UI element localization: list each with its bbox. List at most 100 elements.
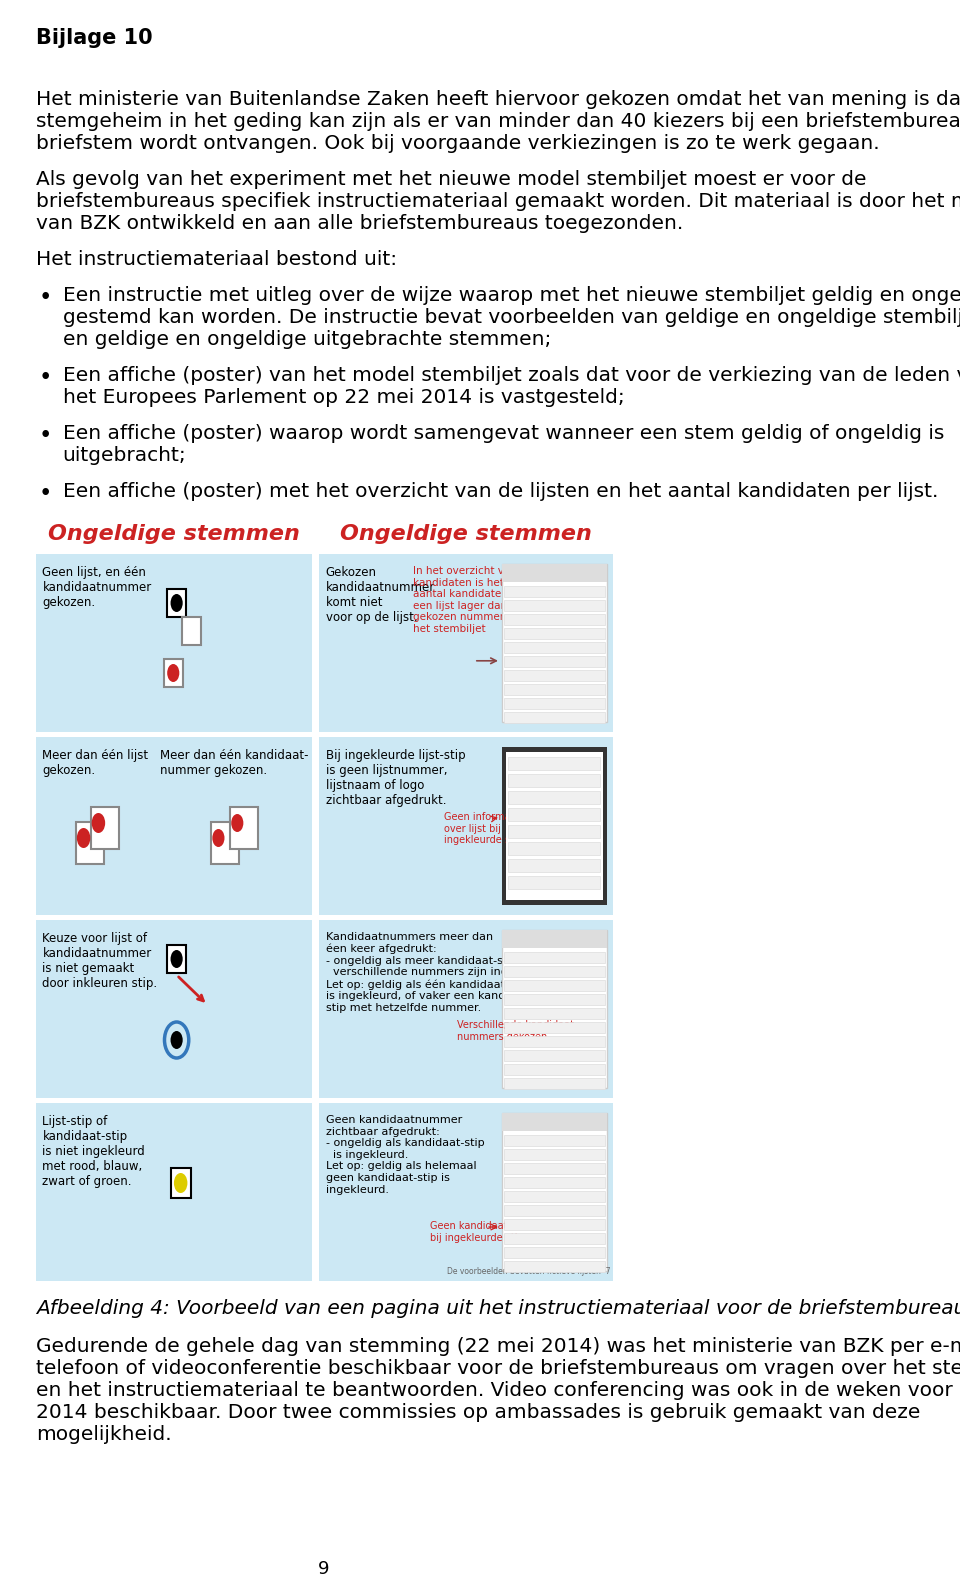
FancyBboxPatch shape bbox=[36, 920, 312, 1098]
FancyBboxPatch shape bbox=[502, 563, 607, 582]
FancyBboxPatch shape bbox=[211, 823, 239, 864]
Text: Stembiljet: Stembiljet bbox=[506, 566, 545, 574]
Circle shape bbox=[174, 1173, 187, 1193]
Text: 2014 beschikbaar. Door twee commissies op ambassades is gebruik gemaakt van deze: 2014 beschikbaar. Door twee commissies o… bbox=[36, 1403, 920, 1422]
Text: Een affiche (poster) met het overzicht van de lijsten en het aantal kandidaten p: Een affiche (poster) met het overzicht v… bbox=[62, 482, 938, 501]
Text: stemgeheim in het geding kan zijn als er van minder dan 40 kiezers bij een brief: stemgeheim in het geding kan zijn als er… bbox=[36, 111, 960, 130]
Text: Stembiljet: Stembiljet bbox=[506, 932, 545, 940]
FancyBboxPatch shape bbox=[504, 966, 605, 977]
Circle shape bbox=[167, 663, 180, 683]
FancyBboxPatch shape bbox=[508, 808, 600, 821]
FancyBboxPatch shape bbox=[508, 842, 600, 854]
FancyBboxPatch shape bbox=[76, 823, 105, 864]
FancyBboxPatch shape bbox=[502, 931, 607, 1088]
FancyBboxPatch shape bbox=[91, 807, 119, 850]
Text: Ongeldige stemmen: Ongeldige stemmen bbox=[340, 523, 592, 544]
FancyBboxPatch shape bbox=[502, 563, 607, 722]
FancyBboxPatch shape bbox=[36, 737, 312, 915]
FancyBboxPatch shape bbox=[504, 614, 605, 625]
Circle shape bbox=[212, 829, 225, 846]
Text: het Europees Parlement op 22 mei 2014 is vastgesteld;: het Europees Parlement op 22 mei 2014 is… bbox=[62, 388, 624, 407]
Text: Geen informatie
over lijst bij
ingekleurde stip: Geen informatie over lijst bij ingekleur… bbox=[444, 811, 522, 845]
Text: briefstembureaus specifiek instructiemateriaal gemaakt worden. Dit materiaal is : briefstembureaus specifiek instructiemat… bbox=[36, 193, 960, 212]
Text: Als gevolg van het experiment met het nieuwe model stembiljet moest er voor de: Als gevolg van het experiment met het ni… bbox=[36, 170, 866, 189]
Text: Lijst-stip of
kandidaat-stip
is niet ingekleurd
met rood, blauw,
zwart of groen.: Lijst-stip of kandidaat-stip is niet ing… bbox=[42, 1115, 145, 1188]
FancyBboxPatch shape bbox=[504, 1219, 605, 1230]
Text: en het instructiemateriaal te beantwoorden. Video conferencing was ook in de wek: en het instructiemateriaal te beantwoord… bbox=[36, 1381, 960, 1400]
FancyBboxPatch shape bbox=[319, 554, 613, 732]
Text: Gedurende de gehele dag van stemming (22 mei 2014) was het ministerie van BZK pe: Gedurende de gehele dag van stemming (22… bbox=[36, 1336, 960, 1356]
FancyBboxPatch shape bbox=[504, 1247, 605, 1258]
FancyBboxPatch shape bbox=[504, 1064, 605, 1076]
FancyBboxPatch shape bbox=[319, 920, 613, 1098]
FancyBboxPatch shape bbox=[182, 617, 201, 644]
Text: uitgebracht;: uitgebracht; bbox=[62, 445, 186, 465]
FancyBboxPatch shape bbox=[504, 585, 605, 597]
FancyBboxPatch shape bbox=[508, 859, 600, 872]
FancyBboxPatch shape bbox=[502, 1114, 607, 1271]
FancyBboxPatch shape bbox=[504, 698, 605, 710]
Text: telefoon of videoconferentie beschikbaar voor de briefstembureaus om vragen over: telefoon of videoconferentie beschikbaar… bbox=[36, 1359, 960, 1378]
FancyBboxPatch shape bbox=[508, 773, 600, 788]
FancyBboxPatch shape bbox=[167, 589, 186, 617]
FancyBboxPatch shape bbox=[167, 945, 186, 974]
FancyBboxPatch shape bbox=[504, 994, 605, 1006]
Circle shape bbox=[92, 813, 106, 834]
FancyBboxPatch shape bbox=[508, 757, 600, 770]
FancyBboxPatch shape bbox=[504, 1050, 605, 1061]
FancyBboxPatch shape bbox=[508, 791, 600, 803]
FancyBboxPatch shape bbox=[504, 1262, 605, 1271]
Text: Gekozen
kandidaatnummer
komt niet
voor op de lijst.: Gekozen kandidaatnummer komt niet voor o… bbox=[325, 566, 435, 624]
Text: Kandidaatnummers meer dan
éen keer afgedrukt:
- ongeldig als meer kandidaat-stip: Kandidaatnummers meer dan éen keer afged… bbox=[325, 932, 564, 1013]
Text: De voorbeelden bevatten fictieve lijsten  7: De voorbeelden bevatten fictieve lijsten… bbox=[446, 1266, 611, 1276]
FancyBboxPatch shape bbox=[171, 1168, 191, 1198]
FancyBboxPatch shape bbox=[504, 1163, 605, 1174]
FancyBboxPatch shape bbox=[504, 1009, 605, 1018]
FancyBboxPatch shape bbox=[504, 951, 605, 963]
FancyBboxPatch shape bbox=[502, 1114, 607, 1131]
FancyBboxPatch shape bbox=[504, 1204, 605, 1216]
FancyBboxPatch shape bbox=[502, 931, 607, 948]
FancyBboxPatch shape bbox=[229, 807, 258, 850]
Text: Bij ingekleurde lijst-stip
is geen lijstnummer,
lijstnaam of logo
zichtbaar afge: Bij ingekleurde lijst-stip is geen lijst… bbox=[325, 749, 466, 807]
Text: Verschillende kandidaat-
nummers gekozen: Verschillende kandidaat- nummers gekozen bbox=[457, 1020, 578, 1042]
FancyBboxPatch shape bbox=[319, 737, 613, 915]
Text: Stembiljet: Stembiljet bbox=[506, 1115, 545, 1123]
FancyBboxPatch shape bbox=[502, 748, 607, 905]
Text: •: • bbox=[39, 286, 53, 309]
Text: Een affiche (poster) van het model stembiljet zoals dat voor de verkiezing van d: Een affiche (poster) van het model stemb… bbox=[62, 366, 960, 385]
FancyBboxPatch shape bbox=[504, 1036, 605, 1047]
FancyBboxPatch shape bbox=[504, 1177, 605, 1188]
Text: Een instructie met uitleg over de wijze waarop met het nieuwe stembiljet geldig : Een instructie met uitleg over de wijze … bbox=[62, 286, 960, 305]
Text: Geen lijst, en één
kandidaatnummer
gekozen.: Geen lijst, en één kandidaatnummer gekoz… bbox=[42, 566, 152, 609]
Circle shape bbox=[164, 1021, 189, 1058]
FancyBboxPatch shape bbox=[504, 1079, 605, 1088]
Text: •: • bbox=[39, 482, 53, 504]
Text: Meer dan één lijst
gekozen.: Meer dan één lijst gekozen. bbox=[42, 749, 149, 776]
Text: •: • bbox=[39, 366, 53, 390]
Circle shape bbox=[171, 950, 182, 967]
Text: •: • bbox=[39, 423, 53, 447]
FancyBboxPatch shape bbox=[504, 1021, 605, 1033]
FancyBboxPatch shape bbox=[508, 826, 600, 838]
Text: briefstem wordt ontvangen. Ook bij voorgaande verkiezingen is zo te werk gegaan.: briefstem wordt ontvangen. Ook bij voorg… bbox=[36, 134, 879, 153]
Text: Het instructiemateriaal bestond uit:: Het instructiemateriaal bestond uit: bbox=[36, 250, 396, 269]
FancyBboxPatch shape bbox=[504, 670, 605, 681]
FancyBboxPatch shape bbox=[508, 877, 600, 889]
FancyBboxPatch shape bbox=[504, 1192, 605, 1201]
Text: Afbeelding 4: Voorbeeld van een pagina uit het instructiemateriaal voor de brief: Afbeelding 4: Voorbeeld van een pagina u… bbox=[36, 1298, 960, 1317]
FancyBboxPatch shape bbox=[504, 684, 605, 695]
Text: mogelijkheid.: mogelijkheid. bbox=[36, 1426, 171, 1445]
Text: 9: 9 bbox=[318, 1561, 329, 1578]
FancyBboxPatch shape bbox=[506, 753, 603, 901]
FancyBboxPatch shape bbox=[504, 1233, 605, 1244]
Text: Bijlage 10: Bijlage 10 bbox=[36, 29, 153, 48]
FancyBboxPatch shape bbox=[504, 600, 605, 611]
FancyBboxPatch shape bbox=[504, 655, 605, 667]
FancyBboxPatch shape bbox=[504, 628, 605, 640]
Circle shape bbox=[231, 815, 244, 832]
Text: Geen kandidaatnummer
bij ingekleurde stip: Geen kandidaatnummer bij ingekleurde sti… bbox=[430, 1220, 549, 1243]
Circle shape bbox=[171, 593, 182, 613]
FancyBboxPatch shape bbox=[319, 1103, 613, 1281]
Text: Geen kandidaatnummer
zichtbaar afgedrukt:
- ongeldig als kandidaat-stip
  is ing: Geen kandidaatnummer zichtbaar afgedrukt… bbox=[325, 1115, 484, 1195]
